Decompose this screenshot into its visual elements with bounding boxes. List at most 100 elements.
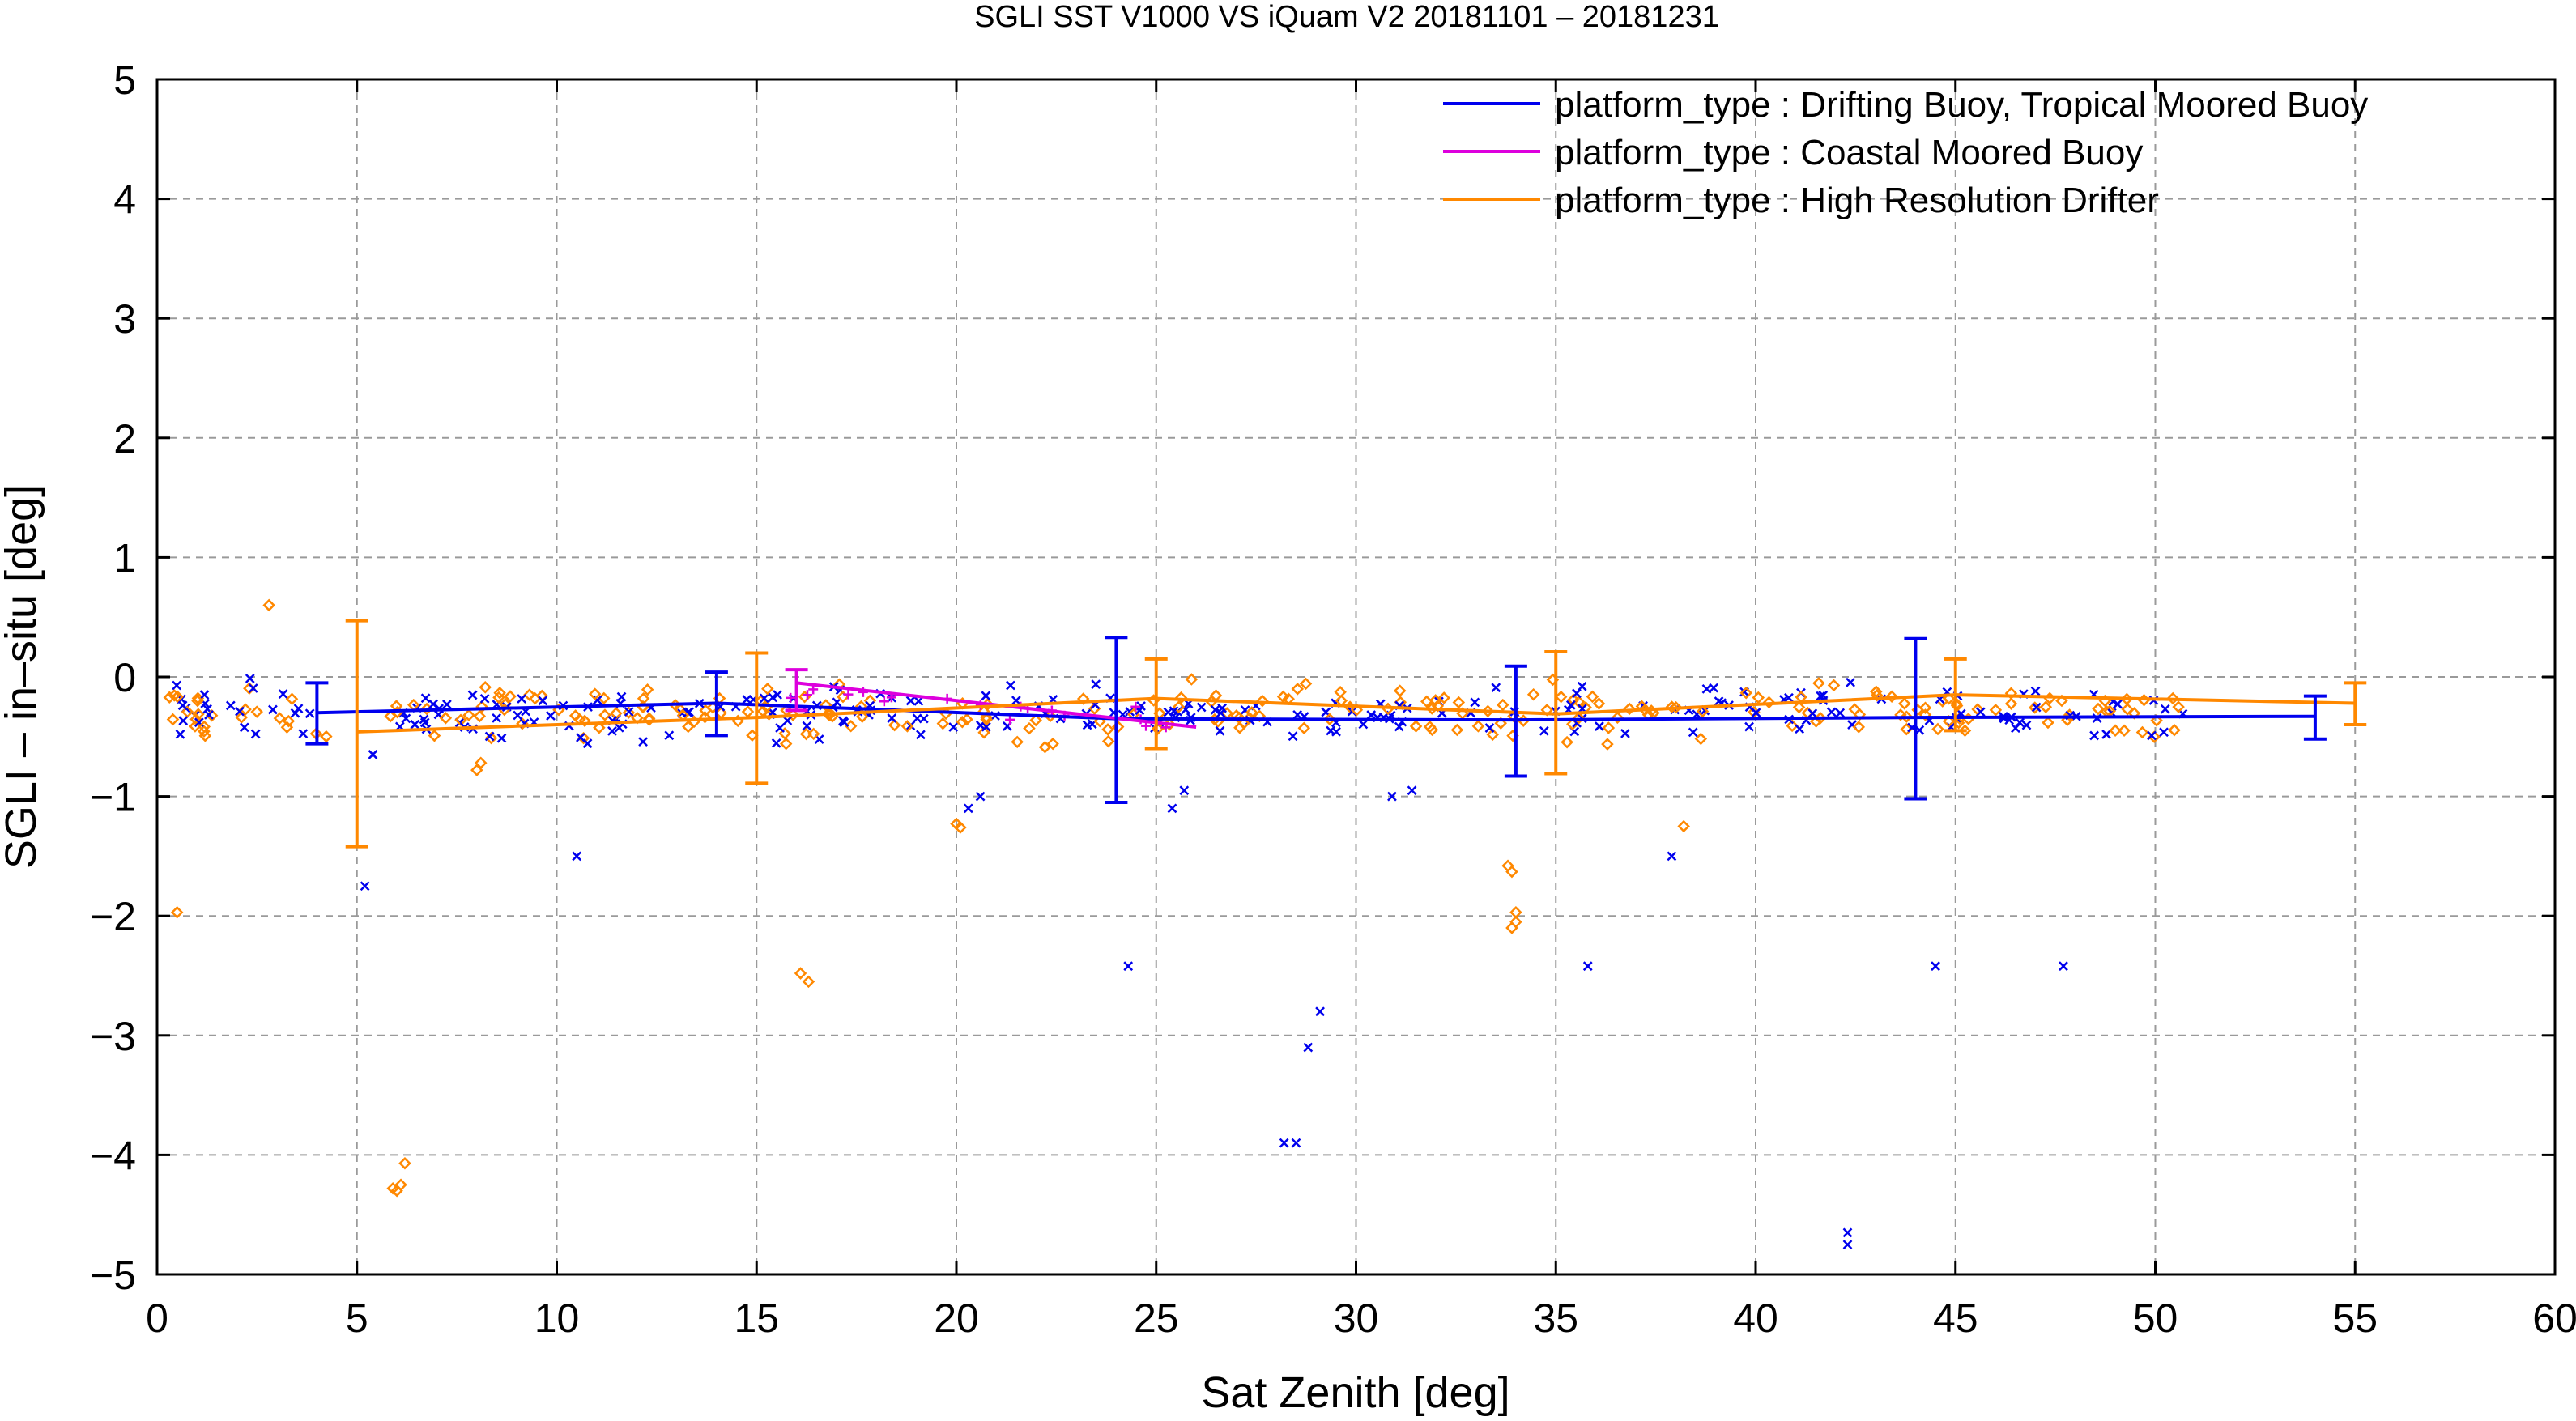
scatter-point-x <box>1620 728 1630 738</box>
scatter-point-stroke <box>913 696 924 706</box>
scatter-point-diamond <box>470 764 483 776</box>
scatter-point-stroke <box>916 730 926 740</box>
scatter-point-stroke <box>607 726 617 736</box>
scatter-point-stroke <box>981 721 991 732</box>
scatter-point-diamond <box>473 709 487 723</box>
scatter-point-diamond <box>1918 701 1932 714</box>
scatter-point-stroke <box>1215 725 1225 736</box>
scatter-point-stroke <box>420 693 431 704</box>
error-bar <box>745 651 769 785</box>
scatter-point-x <box>963 803 973 814</box>
scatter-point-diamond <box>1601 738 1614 751</box>
scatter-point-stroke <box>1217 703 1228 713</box>
scatter-point-diamond <box>901 720 914 733</box>
scatter-point-diamond <box>794 967 807 980</box>
scatter-point-stroke <box>290 708 300 718</box>
scatter-point-x <box>839 717 849 728</box>
scatter-point-x <box>948 722 959 732</box>
scatter-point-diamond <box>2172 700 2185 713</box>
scatter-point-stroke <box>1366 710 1377 720</box>
scatter-point-diamond <box>492 691 505 704</box>
scatter-point-x <box>235 706 245 717</box>
scatter-point-diamond <box>1900 722 1914 736</box>
scatter-point-diamond <box>2150 714 2163 727</box>
scatter-point-stroke <box>683 708 693 717</box>
scatter-point-diamond <box>1509 915 1522 929</box>
scatter-point-diamond <box>888 718 901 732</box>
scatter-point-stroke <box>2021 720 2032 730</box>
scatter-point-diamond <box>2039 700 2053 713</box>
scatter-point-diamond <box>1509 906 1522 919</box>
scatter-point-diamond <box>1665 700 1679 713</box>
scatter-point-stroke <box>304 708 315 719</box>
scatter-point-plus <box>786 692 796 703</box>
scatter-point-x <box>1006 680 1015 691</box>
scatter-point-stroke <box>839 717 849 728</box>
scatter-point-diamond <box>1425 723 1439 737</box>
scatter-point-diamond <box>823 706 836 720</box>
scatter-point-stroke <box>775 723 785 733</box>
scatter-point-x <box>1795 724 1805 734</box>
scatter-point-stroke <box>2160 704 2170 714</box>
scatter-point-stroke <box>175 729 185 739</box>
scatter-point-diamond <box>593 721 606 734</box>
scatter-point-diamond <box>2166 691 2179 705</box>
error-bar <box>1904 636 1927 801</box>
scatter-point-plus <box>802 690 812 700</box>
scatter-point-x <box>2101 730 2111 739</box>
scatter-point-diamond <box>1942 714 1956 728</box>
scatter-point-diamond <box>699 704 712 717</box>
scatter-point-stroke <box>1179 785 1190 796</box>
scatter-point-diamond <box>578 714 591 728</box>
scatter-point-x <box>1751 708 1761 718</box>
scatter-point-stroke <box>538 696 548 706</box>
scatter-point-diamond <box>171 690 184 704</box>
scatter-point-x <box>1667 851 1677 862</box>
scatter-point-x <box>2030 686 2041 696</box>
scatter-point-x <box>441 700 452 709</box>
scatter-point-diamond <box>588 687 602 700</box>
scatter-point-stroke <box>1667 851 1677 862</box>
scatter-point-x <box>1288 731 1298 742</box>
scatter-point-x <box>268 704 278 715</box>
legend: platform_type : Drifting Buoy, Tropical … <box>1443 85 2368 220</box>
scatter-point-x <box>624 707 634 717</box>
scatter-point-diamond <box>1172 700 1186 713</box>
scatter-point-stroke <box>1210 704 1220 715</box>
scatter-point-stroke <box>1751 708 1761 718</box>
scatter-point-diamond <box>198 720 211 734</box>
x-tick-label: 55 <box>2332 1295 2378 1341</box>
scatter-point-x <box>1491 683 1501 693</box>
y-tick-label: 1 <box>113 535 136 581</box>
legend-label: platform_type : Coastal Moored Buoy <box>1555 133 2143 172</box>
scatter-point-stroke <box>245 674 255 683</box>
scatter-point-diamond <box>1694 732 1708 746</box>
scatter-point-stroke <box>401 713 411 724</box>
scatter-point-diamond <box>1786 719 1799 733</box>
scatter-point-x <box>175 729 185 739</box>
scatter-point-stroke <box>664 730 675 741</box>
scatter-point-stroke <box>2147 730 2157 741</box>
mean-line <box>317 701 2315 722</box>
scatter-point-diamond <box>273 712 287 725</box>
scatter-point-x <box>887 713 897 723</box>
scatter-point-diamond <box>1885 690 1898 703</box>
scatter-point-stroke <box>1565 700 1576 710</box>
scatter-point-x <box>245 674 255 683</box>
scatter-point-stroke <box>546 711 556 721</box>
scatter-point-x <box>2059 961 2068 972</box>
scatter-point-x <box>1394 721 1404 732</box>
scatter-point-x <box>1975 707 1986 717</box>
x-tick-label: 60 <box>2532 1295 2576 1341</box>
scatter-point-x <box>248 683 258 693</box>
scatter-point-stroke <box>2101 730 2111 739</box>
legend-entry: platform_type : Coastal Moored Buoy <box>1443 133 2143 172</box>
scatter-point-diamond <box>778 727 791 740</box>
scatter-point-x <box>1577 681 1587 691</box>
scatter-point-stroke <box>177 700 188 711</box>
scatter-point-x <box>513 710 523 721</box>
scatter-point-diamond <box>1958 724 1972 738</box>
scatter-point-x <box>913 696 924 706</box>
scatter-point-stroke <box>2089 730 2099 741</box>
